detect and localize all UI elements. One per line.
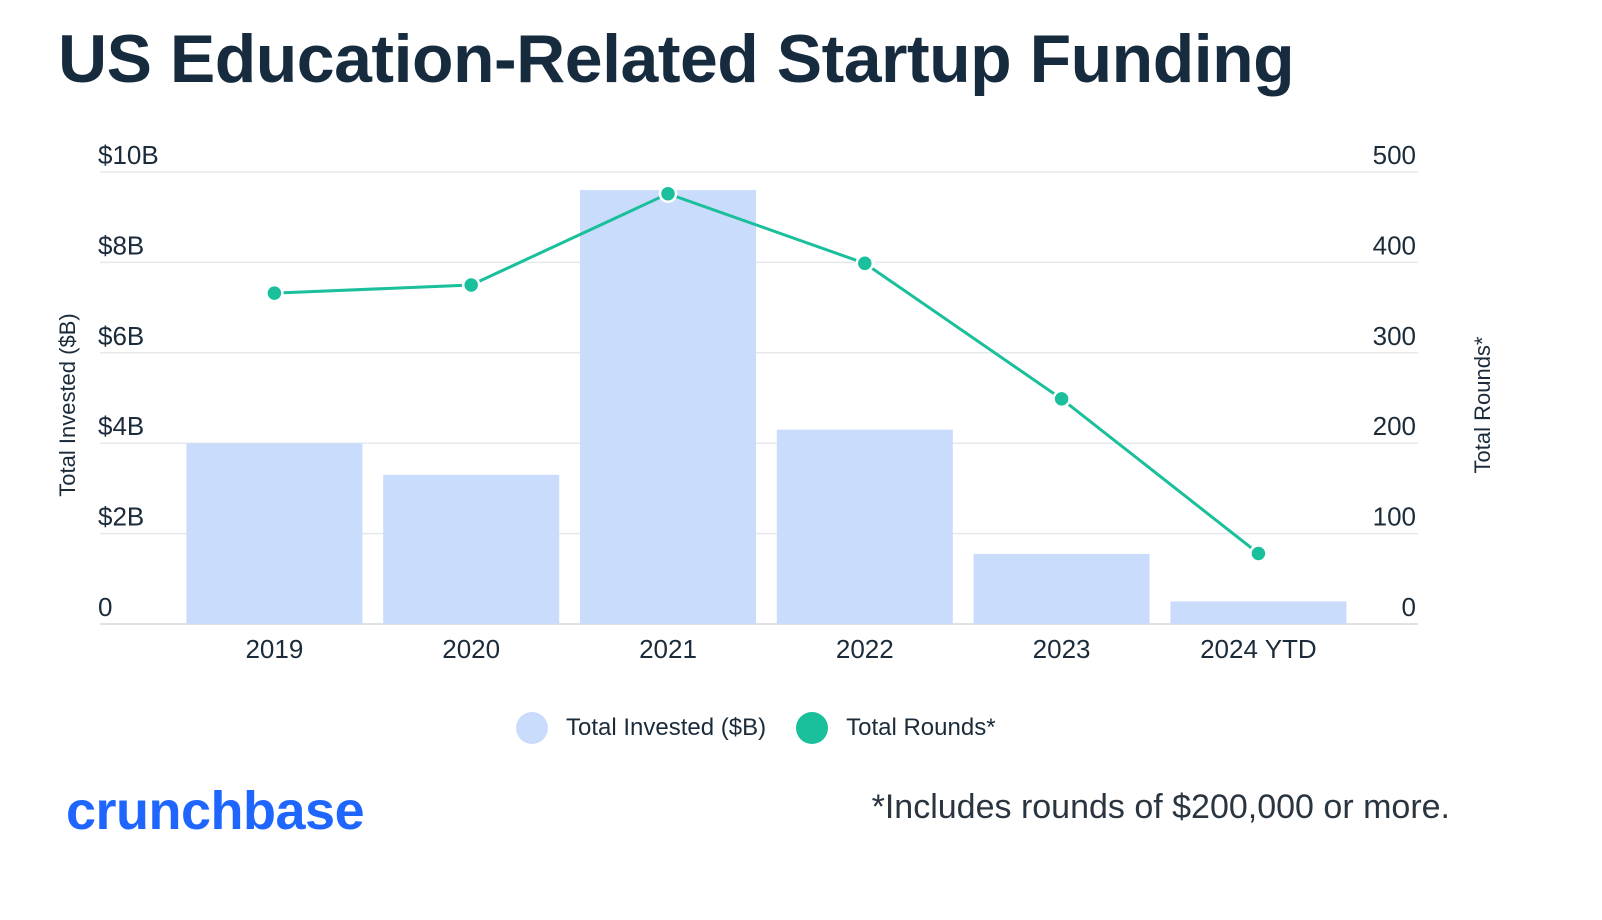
legend-swatch-invested [516, 712, 548, 744]
bar-invested [186, 443, 363, 624]
footnote: *Includes rounds of $200,000 or more. [871, 788, 1450, 826]
legend: Total Invested ($B) Total Rounds* [516, 712, 1016, 744]
rounds-point [265, 283, 284, 303]
rounds-line-path [274, 192, 1260, 555]
legend-label-invested: Total Invested ($B) [566, 714, 767, 741]
right-tick-label: 0 [1402, 592, 1416, 622]
left-tick-label: $8B [98, 230, 144, 260]
left-tick-label: $10B [98, 140, 159, 170]
bar-invested [973, 553, 1150, 624]
rounds-line [265, 184, 1268, 563]
bar-invested [580, 190, 756, 624]
x-tick-label: 2019 [245, 634, 303, 664]
rounds-point [658, 184, 678, 203]
x-tick-label: 2024 YTD [1200, 634, 1317, 664]
x-tick-label: 2022 [836, 634, 894, 664]
rounds-point [855, 254, 875, 273]
chart-title: US Education-Related Startup Funding [58, 21, 1295, 97]
legend-item-invested: Total Invested ($B) [516, 712, 766, 744]
bar-invested [383, 474, 560, 624]
bars [186, 190, 1347, 624]
crunchbase-logo: crunchbase [66, 781, 365, 841]
right-tick-label: 500 [1373, 140, 1416, 170]
left-axis-title: Total Invested ($B) [55, 313, 80, 496]
rounds-point [1052, 389, 1071, 409]
right-tick-label: 300 [1373, 321, 1416, 351]
x-tick-label: 2023 [1033, 634, 1091, 664]
legend-swatch-rounds [796, 712, 829, 744]
legend-item-rounds: Total Rounds* [796, 712, 996, 744]
right-tick-label: 400 [1373, 230, 1416, 260]
x-tick-label: 2020 [442, 634, 500, 664]
left-tick-label: $6B [98, 321, 144, 351]
left-tick-label: $2B [98, 502, 144, 532]
legend-label-rounds: Total Rounds* [846, 714, 996, 741]
axes: 0 $2B $4B $6B $8B $10B 0 100 200 300 400 500 2019 202… [98, 140, 1416, 664]
bar-invested [1170, 601, 1347, 624]
right-tick-label: 100 [1373, 502, 1416, 532]
left-tick-label: 0 [98, 592, 112, 622]
x-tick-label: 2021 [639, 634, 697, 664]
rounds-point [461, 275, 481, 295]
bar-invested [776, 429, 953, 624]
left-tick-label: $4B [98, 411, 144, 441]
right-axis-title: Total Rounds* [1470, 336, 1495, 473]
right-tick-label: 200 [1373, 411, 1416, 441]
rounds-point [1249, 544, 1268, 563]
